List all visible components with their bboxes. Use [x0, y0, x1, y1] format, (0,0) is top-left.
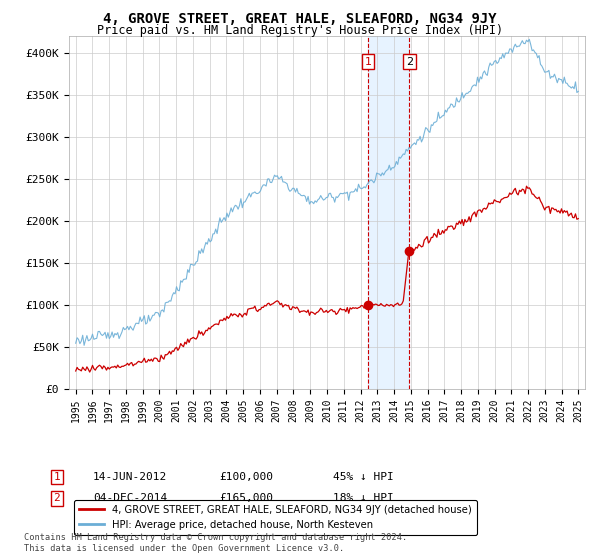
Text: £100,000: £100,000	[219, 472, 273, 482]
Text: Contains HM Land Registry data © Crown copyright and database right 2024.
This d: Contains HM Land Registry data © Crown c…	[24, 533, 407, 553]
Bar	[368, 36, 409, 389]
Text: 04-DEC-2014: 04-DEC-2014	[93, 493, 167, 503]
Text: £165,000: £165,000	[219, 493, 273, 503]
Text: Price paid vs. HM Land Registry's House Price Index (HPI): Price paid vs. HM Land Registry's House …	[97, 24, 503, 36]
Text: 1: 1	[53, 472, 61, 482]
Legend: 4, GROVE STREET, GREAT HALE, SLEAFORD, NG34 9JY (detached house), HPI: Average p: 4, GROVE STREET, GREAT HALE, SLEAFORD, N…	[74, 500, 477, 535]
Text: 18% ↓ HPI: 18% ↓ HPI	[333, 493, 394, 503]
Text: 14-JUN-2012: 14-JUN-2012	[93, 472, 167, 482]
Text: 4, GROVE STREET, GREAT HALE, SLEAFORD, NG34 9JY: 4, GROVE STREET, GREAT HALE, SLEAFORD, N…	[103, 12, 497, 26]
Text: 1: 1	[365, 57, 371, 67]
Text: 2: 2	[406, 57, 413, 67]
Text: 45% ↓ HPI: 45% ↓ HPI	[333, 472, 394, 482]
Text: 2: 2	[53, 493, 61, 503]
